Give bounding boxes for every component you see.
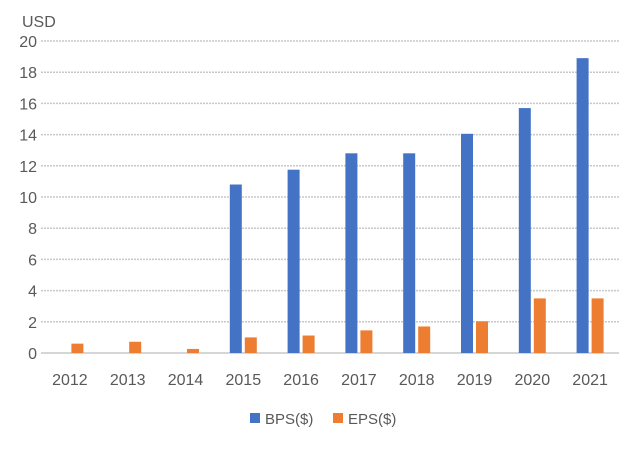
y-tick-label: 12 <box>19 159 37 176</box>
y-tick-label: 14 <box>19 128 37 145</box>
legend-swatch <box>250 413 260 423</box>
bar-eps-2018 <box>418 326 431 353</box>
x-tick-labels: 2012 2013 2014 2015 2016 2017 2018 2019 2020 2021 <box>52 372 608 389</box>
x-tick-label: 2015 <box>226 372 262 389</box>
x-tick-label: 2012 <box>52 372 88 389</box>
bar-eps-2017 <box>360 330 373 353</box>
bar-eps-2014 <box>187 348 199 353</box>
bar-eps-2013 <box>129 341 142 353</box>
bar-eps-2020 <box>533 298 546 353</box>
y-tick-label: 10 <box>19 190 37 207</box>
bar-eps-2021 <box>591 298 604 353</box>
bar-bps-2015 <box>229 184 242 353</box>
bar-eps-2019 <box>476 321 488 353</box>
bar-bps-2018 <box>403 153 416 353</box>
bar-eps-2012 <box>71 343 84 353</box>
legend-label: EPS($) <box>348 411 396 428</box>
y-tick-label: 6 <box>28 252 37 269</box>
bar-bps-2016 <box>287 169 300 353</box>
legend: BPS($) EPS($) <box>250 411 396 428</box>
bars <box>71 58 604 353</box>
legend-swatch <box>333 413 343 423</box>
y-tick-label: 2 <box>28 315 37 332</box>
y-axis-label: USD <box>22 14 56 31</box>
y-tick-labels: 0 2 4 6 8 10 12 14 16 18 20 <box>19 34 37 363</box>
legend-label: BPS($) <box>265 411 313 428</box>
y-tick-label: 18 <box>19 65 37 82</box>
x-tick-label: 2018 <box>399 372 435 389</box>
x-tick-label: 2016 <box>283 372 319 389</box>
y-tick-label: 16 <box>19 96 37 113</box>
x-tick-label: 2014 <box>168 372 204 389</box>
bar-bps-2017 <box>345 153 358 353</box>
bar-bps-2020 <box>518 108 531 353</box>
bar-bps-2019 <box>461 133 473 353</box>
x-tick-label: 2013 <box>110 372 146 389</box>
y-tick-label: 20 <box>19 34 37 51</box>
x-tick-label: 2019 <box>457 372 493 389</box>
y-tick-label: 0 <box>28 346 37 363</box>
x-tick-label: 2017 <box>341 372 377 389</box>
x-tick-label: 2020 <box>515 372 551 389</box>
bar-eps-2016 <box>302 335 315 353</box>
gridlines <box>41 40 619 354</box>
bar-eps-2015 <box>244 337 257 353</box>
y-tick-label: 8 <box>28 221 37 238</box>
y-tick-label: 4 <box>28 284 37 301</box>
x-tick-label: 2021 <box>572 372 608 389</box>
bar-bps-2021 <box>576 58 589 353</box>
